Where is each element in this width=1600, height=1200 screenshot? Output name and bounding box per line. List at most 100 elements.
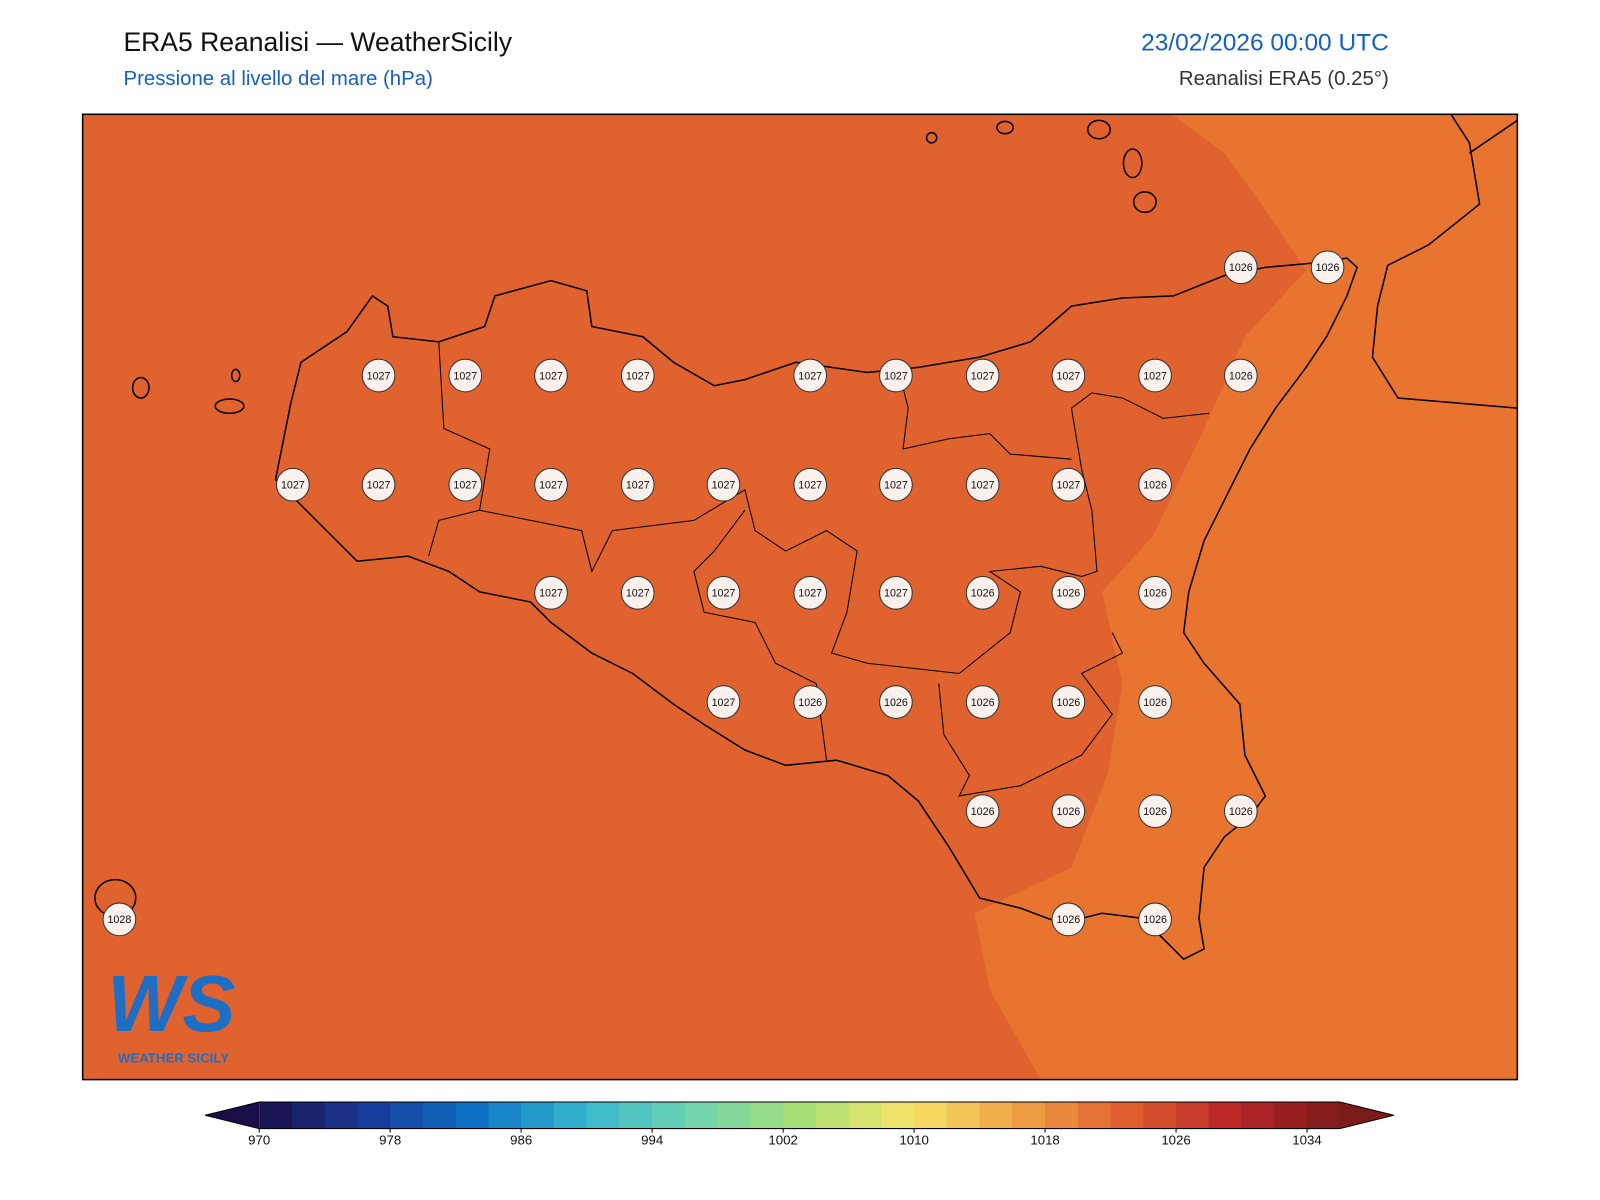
datetime: 23/02/2026 00:00 UTC <box>1141 29 1389 56</box>
colorbar-bin <box>553 1102 588 1129</box>
station-label: 1026 <box>1056 697 1080 709</box>
colorbar-tick-label: 1018 <box>1030 1132 1059 1147</box>
station-marker <box>361 467 396 502</box>
station-label: 1027 <box>884 588 908 600</box>
station-marker <box>448 467 483 502</box>
colorbar-bin <box>914 1102 948 1129</box>
colorbar-bin <box>684 1102 719 1129</box>
station-label: 1027 <box>626 370 650 382</box>
colorbar-tick-label: 1034 <box>1292 1132 1321 1147</box>
station-marker <box>620 576 655 610</box>
station-marker <box>1223 794 1258 829</box>
station-label: 1028 <box>107 914 131 926</box>
station-marker <box>1138 358 1172 393</box>
station-label: 1026 <box>884 697 908 709</box>
source: Reanalisi ERA5 (0.25°) <box>1179 68 1389 90</box>
island <box>925 131 938 144</box>
station-label: 1026 <box>1143 806 1167 818</box>
colorbar-tick-label: 986 <box>510 1132 532 1147</box>
station-marker <box>965 576 1000 610</box>
station-label: 1027 <box>539 588 563 600</box>
colorbar-tick-label: 970 <box>248 1132 270 1147</box>
station-marker <box>1051 467 1086 502</box>
station-marker <box>965 794 1000 829</box>
station-marker <box>534 576 568 610</box>
calabria-coast <box>1371 113 1518 409</box>
map-frame <box>81 113 1519 1081</box>
station-label: 1027 <box>798 588 822 600</box>
colorbar-bin <box>1012 1102 1046 1129</box>
colorbar-tick-label: 1002 <box>768 1132 797 1147</box>
station-marker <box>706 576 741 610</box>
station-label: 1026 <box>1056 914 1080 926</box>
station-label: 1026 <box>1143 697 1167 709</box>
colorbar-bin <box>619 1102 653 1129</box>
colorbar-bin <box>291 1102 326 1129</box>
station-marker <box>1138 685 1172 719</box>
island <box>1086 119 1111 140</box>
station-marker <box>361 358 396 393</box>
colorbar-bin <box>586 1102 620 1129</box>
station-label: 1027 <box>798 480 822 492</box>
station-label: 1026 <box>1229 806 1253 818</box>
colorbar-bin <box>455 1102 489 1129</box>
station-marker <box>965 358 1000 393</box>
colorbar-bin <box>1110 1102 1144 1129</box>
title: ERA5 Reanalisi — WeatherSicily <box>123 27 512 57</box>
colorbar-bin <box>521 1102 555 1129</box>
colorbar-bin <box>357 1102 391 1129</box>
station-marker <box>879 576 913 610</box>
island <box>230 368 241 383</box>
station-label: 1026 <box>1056 806 1080 818</box>
colorbar-bin <box>488 1102 522 1129</box>
map: 1026 1026 1027 1027 1027 1027 1027 1027 1027 1027… <box>81 113 1519 1081</box>
colorbar-tick-label: 1010 <box>899 1132 928 1147</box>
island <box>996 120 1015 135</box>
colorbar-tick-label: 978 <box>379 1132 401 1147</box>
pressure-field-lighter <box>974 114 1518 1080</box>
colorbar-bin <box>717 1102 751 1129</box>
province-borders <box>428 341 1210 797</box>
station-label: 1027 <box>453 370 477 382</box>
colorbar-bin <box>324 1102 358 1129</box>
station-label: 1027 <box>539 370 563 382</box>
station-marker <box>879 685 913 719</box>
station-label: 1026 <box>971 588 995 600</box>
colorbar-tick-label: 1026 <box>1161 1132 1190 1147</box>
logo-name: WEATHER SICILY <box>118 1051 229 1066</box>
station-marker <box>1138 902 1172 937</box>
colorbar-bin <box>979 1102 1013 1129</box>
colorbar-bin <box>1241 1102 1275 1129</box>
stations: 1026 1026 1027 1027 1027 1027 1027 1027 1027 1027… <box>102 250 1345 937</box>
station-marker <box>102 902 137 937</box>
logo-mark: WS <box>107 959 235 1048</box>
station-marker <box>276 467 310 502</box>
island <box>131 376 150 399</box>
station-marker <box>706 685 741 719</box>
station-label: 1026 <box>1316 262 1340 274</box>
station-marker <box>534 467 568 502</box>
station-marker <box>1051 358 1086 393</box>
colorbar-bin <box>1208 1102 1243 1129</box>
station-label: 1027 <box>712 480 736 492</box>
island <box>214 398 245 415</box>
station-marker <box>620 467 655 502</box>
station-label: 1027 <box>884 370 908 382</box>
island <box>1132 191 1157 214</box>
station-label: 1027 <box>453 480 477 492</box>
colorbar-outline <box>204 1101 1394 1130</box>
island <box>1122 148 1143 179</box>
colorbar-bin <box>946 1102 981 1129</box>
station-label: 1026 <box>1143 480 1167 492</box>
station-marker <box>879 358 913 393</box>
station-marker <box>1051 902 1086 937</box>
station-label: 1026 <box>1143 588 1167 600</box>
colorbar-bin <box>1077 1102 1112 1129</box>
colorbar-extend-high <box>1339 1102 1394 1129</box>
colorbar-bin <box>422 1102 457 1129</box>
station-label: 1026 <box>798 697 822 709</box>
station-label: 1027 <box>281 480 305 492</box>
calabria-coast-north <box>1468 119 1518 154</box>
colorbar-bin <box>1176 1102 1210 1129</box>
